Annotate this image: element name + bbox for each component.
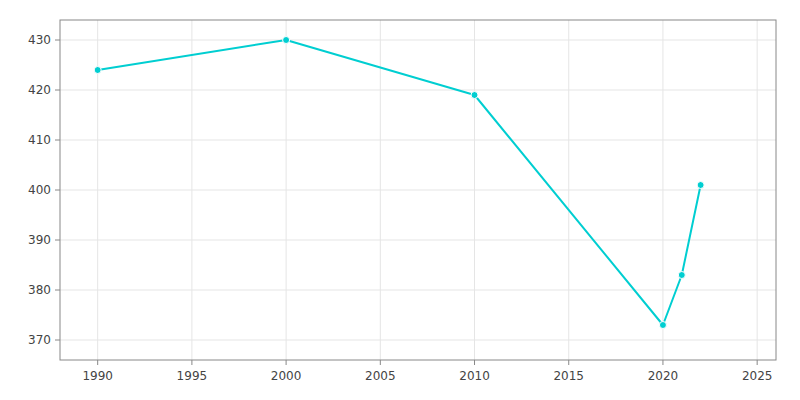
point	[697, 182, 704, 189]
chart-svg: 1990 1995 2000 2005 2010 2015 2020 2025 370 380 39…	[0, 0, 800, 400]
y-tick-label: 410	[28, 133, 51, 147]
y-tick	[55, 340, 60, 341]
x-tick	[757, 360, 758, 365]
x-tick	[286, 360, 287, 365]
y-tick-label: 400	[28, 183, 51, 197]
axes: 1990 1995 2000 2005 2010 2015 2020 2025 370 380 39…	[28, 20, 776, 383]
x-tick	[97, 360, 98, 365]
page: {"chart_data": {"type": "line", "x": [19…	[0, 0, 800, 400]
point	[471, 92, 478, 99]
plot-frame	[60, 20, 776, 360]
x-tick-label: 1990	[82, 369, 113, 383]
x-tick-label: 2025	[742, 369, 773, 383]
data-layer	[94, 37, 704, 329]
grid	[60, 20, 776, 360]
y-grid-line	[60, 90, 776, 91]
x-tick	[568, 360, 569, 365]
x-tick	[474, 360, 475, 365]
y-grid-line	[60, 240, 776, 241]
x-tick-label: 2010	[459, 369, 490, 383]
y-tick-label: 370	[28, 333, 51, 347]
y-tick-label: 430	[28, 33, 51, 47]
point	[283, 37, 290, 44]
y-tick	[55, 90, 60, 91]
y-tick-label: 420	[28, 83, 51, 97]
chart-container: 1990 1995 2000 2005 2010 2015 2020 2025 370 380 39…	[0, 0, 800, 400]
x-tick	[191, 360, 192, 365]
y-grid-line	[60, 290, 776, 291]
y-tick-label: 390	[28, 233, 51, 247]
x-tick-label: 1995	[177, 369, 208, 383]
y-grid-line	[60, 190, 776, 191]
y-tick	[55, 40, 60, 41]
y-tick	[55, 190, 60, 191]
y-grid-line	[60, 140, 776, 141]
point	[678, 272, 685, 279]
point	[94, 67, 101, 74]
y-grid-line	[60, 340, 776, 341]
y-grid-line	[60, 40, 776, 41]
plot-background	[60, 20, 776, 360]
y-tick-label: 380	[28, 283, 51, 297]
y-tick	[55, 140, 60, 141]
x-tick-label: 2000	[271, 369, 302, 383]
y-tick	[55, 290, 60, 291]
y-tick	[55, 240, 60, 241]
point	[659, 322, 666, 329]
x-tick	[380, 360, 381, 365]
x-tick-label: 2020	[648, 369, 679, 383]
line	[98, 40, 701, 325]
x-tick-label: 2005	[365, 369, 396, 383]
x-tick-label: 2015	[553, 369, 584, 383]
x-tick	[662, 360, 663, 365]
